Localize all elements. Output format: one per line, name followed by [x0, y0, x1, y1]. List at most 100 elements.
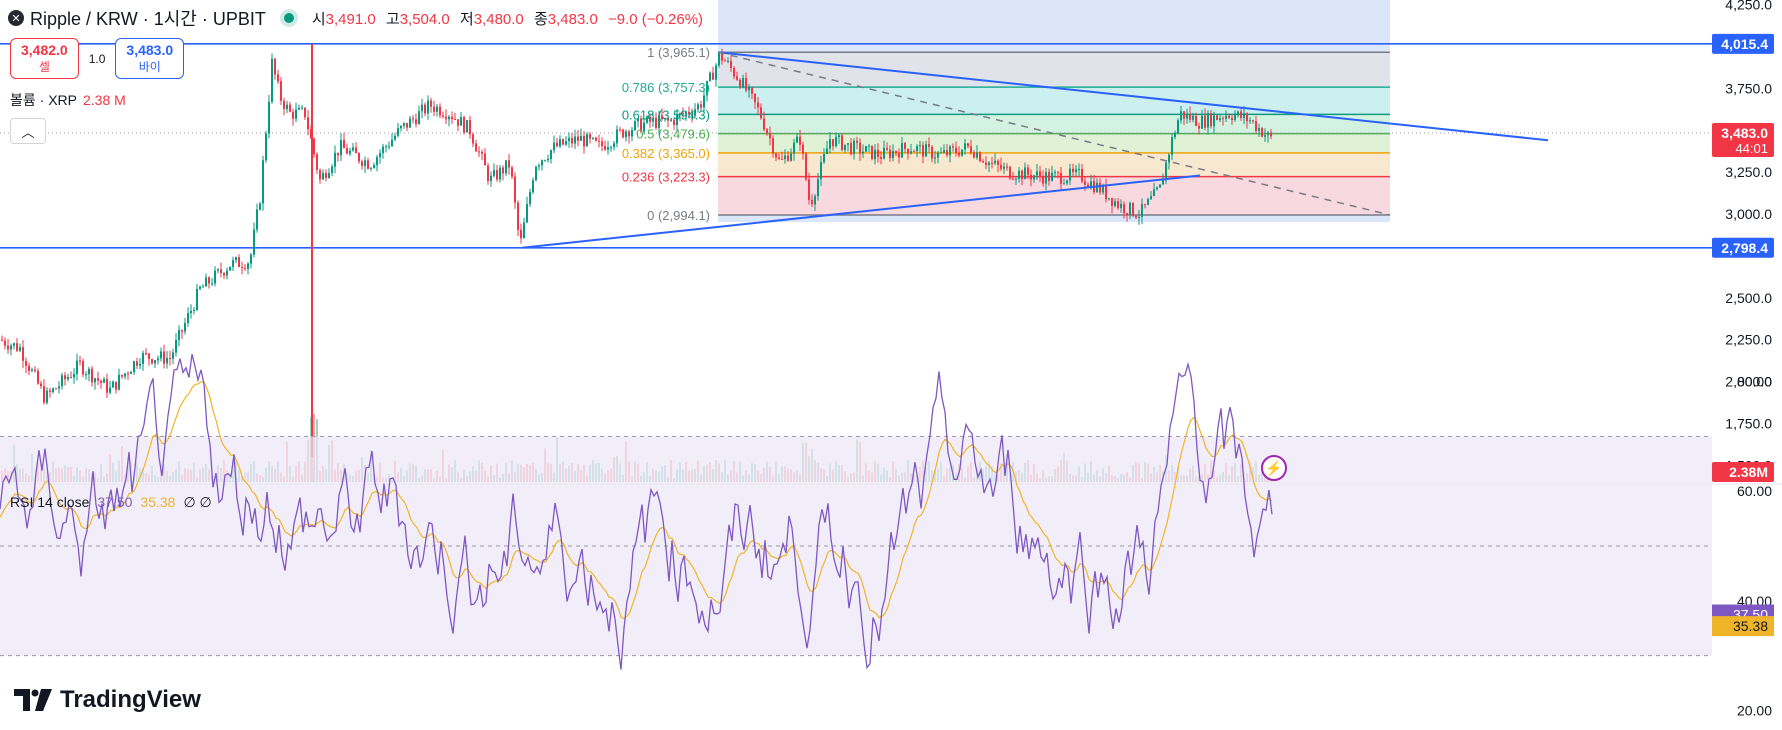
candle-body — [655, 117, 657, 128]
candle-body — [1036, 171, 1038, 176]
candle-body — [1027, 167, 1029, 175]
horizontal-lines[interactable] — [0, 43, 1712, 249]
price-tick-label: 1,750.0 — [1725, 416, 1772, 432]
candle-body — [412, 118, 414, 120]
price-tag[interactable] — [1712, 33, 1774, 54]
price-tag[interactable] — [1712, 237, 1774, 258]
candle-body — [370, 167, 372, 169]
candle-body — [607, 147, 609, 150]
symbol-title[interactable]: Ripple / KRW · 1시간 · UPBIT — [30, 9, 266, 29]
candle-body — [745, 78, 747, 91]
candle-body — [562, 139, 564, 145]
rsi-legend[interactable]: RSI 14 close 37.50 35.38 ∅ ∅ — [10, 494, 212, 511]
candle-body — [532, 180, 534, 193]
candle-body — [1243, 113, 1245, 119]
candle-body — [478, 151, 480, 153]
candle-body — [835, 137, 837, 147]
open-value: 3,491.0 — [325, 10, 376, 28]
collapse-legend-button[interactable]: ︿ — [10, 118, 46, 144]
candle-body — [592, 137, 594, 139]
candle-body — [454, 119, 456, 121]
trend-lines[interactable] — [521, 51, 1549, 249]
candle-body — [1099, 182, 1101, 193]
dashed-trend-line[interactable] — [717, 51, 1391, 216]
candle-body — [232, 260, 234, 267]
candle-body — [34, 369, 36, 371]
candle-body — [1219, 118, 1221, 120]
candle-body — [571, 137, 573, 144]
trend-line[interactable] — [521, 174, 1201, 249]
market-status-icon[interactable] — [283, 13, 294, 23]
fibonacci-retracement[interactable] — [718, 51, 1390, 216]
candle-body — [286, 104, 288, 110]
rsi-value: 37.50 — [97, 494, 133, 510]
buy-button[interactable]: 3,483.0 바이 — [115, 38, 185, 79]
candle-body — [841, 135, 843, 151]
candle-body — [1231, 117, 1233, 120]
volume-label: 볼륨 · XRP — [10, 92, 77, 108]
trend-line[interactable] — [717, 51, 1549, 142]
candle-body — [922, 145, 924, 157]
rsi-value-tag[interactable] — [1712, 616, 1774, 637]
low-label: 저 — [459, 10, 474, 28]
candle-body — [1183, 111, 1185, 119]
candle-body — [274, 58, 276, 75]
candle-body — [613, 143, 615, 148]
candle-body — [1168, 154, 1170, 163]
candle-body — [1090, 181, 1092, 187]
rsi-tick-label: 80.00 — [1737, 374, 1772, 390]
price-tag[interactable] — [1712, 462, 1774, 482]
xrp-icon[interactable]: ✕ — [8, 10, 24, 26]
candle-body — [898, 152, 900, 158]
candle-body — [235, 257, 237, 261]
candle-body — [1117, 201, 1119, 208]
candle-body — [670, 120, 672, 122]
close-value: 3,483.0 — [547, 10, 598, 28]
candle-body — [1021, 170, 1023, 180]
candle-body — [58, 386, 60, 389]
candle-body — [949, 146, 951, 156]
candle-body — [142, 353, 144, 364]
price-tag[interactable] — [1712, 123, 1774, 158]
candle-body — [910, 151, 912, 154]
candle-body — [256, 209, 258, 230]
candle-body — [493, 170, 495, 176]
candle-body — [985, 162, 987, 166]
price-tick-label: 2,000.0 — [1725, 374, 1772, 390]
candle-body — [40, 383, 42, 387]
candle-body — [1138, 216, 1140, 218]
candle-body — [340, 140, 342, 156]
candle-body — [697, 104, 699, 110]
candle-body — [805, 153, 807, 180]
candle-body — [268, 101, 270, 134]
candle-body — [988, 162, 990, 166]
sell-button[interactable]: 3,482.0 셀 — [10, 38, 79, 79]
candle-body — [1207, 113, 1209, 128]
candle-body — [1045, 172, 1047, 184]
price-axis[interactable]: 4,250.03,750.03,500.03,250.03,000.02,500… — [1712, 0, 1774, 482]
tradingview-logo[interactable]: TradingView — [14, 686, 201, 714]
candle-body — [487, 165, 489, 182]
candle-body — [775, 153, 777, 158]
rsi-line — [0, 354, 1273, 670]
candle-body — [544, 160, 546, 162]
candle-body — [1039, 171, 1041, 177]
candle-body — [649, 116, 651, 122]
candle-body — [916, 146, 918, 152]
candle-body — [226, 270, 228, 276]
candle-body — [211, 283, 213, 285]
candle-body — [919, 145, 921, 147]
lightning-icon[interactable]: ⚡ — [1261, 455, 1287, 481]
fib-level-label: 1 (3,965.1) — [647, 45, 710, 60]
candle-body — [262, 160, 264, 204]
volume-legend[interactable]: 볼륨 · XRP 2.38 M — [10, 90, 126, 110]
candle-body — [1252, 120, 1254, 122]
candle-body — [295, 109, 297, 119]
candle-body — [1225, 115, 1227, 119]
candle-body — [925, 144, 927, 157]
price-tick-label: 3,750.0 — [1725, 80, 1772, 96]
candle-body — [721, 53, 723, 61]
candle-body — [865, 146, 867, 152]
